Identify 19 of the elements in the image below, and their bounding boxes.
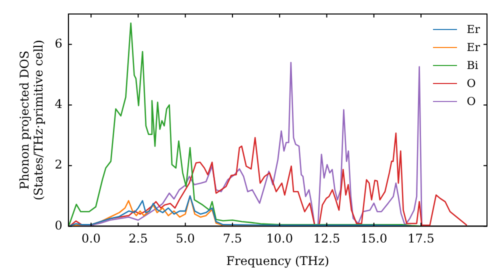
legend-label: Er <box>466 22 480 36</box>
x-tick-label: 15.0 <box>360 232 388 246</box>
legend-label: Bi <box>466 58 478 72</box>
x-tick-label: 0.0 <box>82 232 101 246</box>
x-tick-label: 2.5 <box>128 232 148 246</box>
x-axis-title: Frequency (THz) <box>226 254 330 268</box>
x-tick-label: 10.0 <box>266 232 293 246</box>
legend-label: O <box>466 76 476 90</box>
y-tick-label: 4 <box>54 97 63 112</box>
y-tick-label: 0 <box>54 218 62 232</box>
y-tick-label: 2 <box>54 158 62 172</box>
legend-label: Er <box>466 40 480 54</box>
legend-label: O <box>466 94 476 108</box>
y-tick-label: 6 <box>54 36 62 50</box>
x-tick-label: 12.5 <box>313 232 340 246</box>
y-axis-title: Phonon projected DOS (States/THz·primitive cell) <box>17 40 46 200</box>
x-tick-label: 17.5 <box>408 232 434 246</box>
x-tick-label: 5.0 <box>176 232 195 246</box>
x-tick-label: 7.5 <box>222 232 242 246</box>
